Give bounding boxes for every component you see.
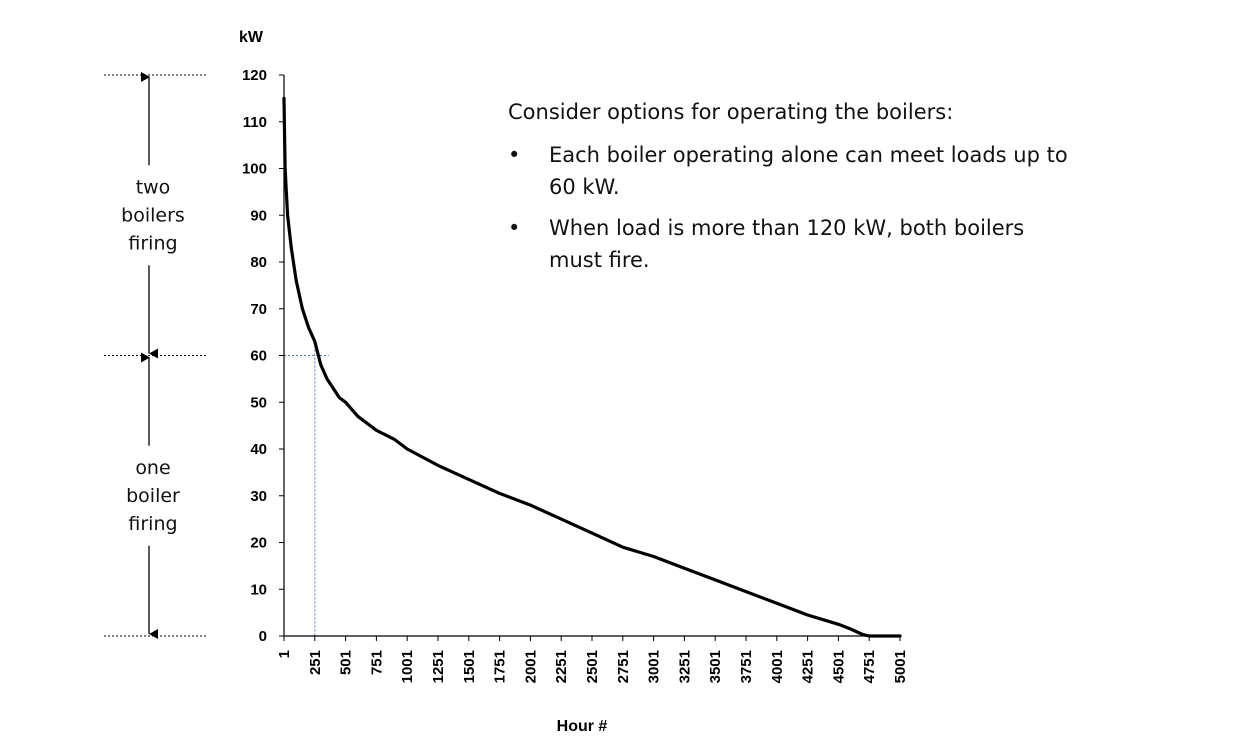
- y-tick-label: 50: [250, 394, 267, 411]
- y-tick-label: 100: [242, 161, 267, 178]
- region-label-line: firing: [128, 513, 177, 535]
- x-axis-title: Hour #: [557, 718, 608, 735]
- y-tick-label: 120: [242, 67, 267, 84]
- x-tick-label: 751: [368, 650, 385, 675]
- x-tick-label: 1501: [461, 650, 478, 683]
- x-tick-label: 4751: [861, 650, 878, 683]
- x-tick-label: 2001: [522, 650, 539, 683]
- x-tick-label: 3001: [646, 650, 663, 683]
- y-tick-label: 60: [250, 348, 267, 365]
- y-axis-title: kW: [239, 29, 264, 46]
- x-tick-label: 501: [338, 650, 355, 675]
- bullet-marker: •: [508, 215, 521, 240]
- x-tick-label: 4251: [800, 650, 817, 683]
- y-tick-label: 80: [250, 254, 267, 271]
- region-label-line: boiler: [126, 485, 180, 507]
- y-tick-label: 40: [250, 441, 267, 458]
- x-tick-label: 251: [307, 650, 324, 675]
- x-tick-label: 2501: [584, 650, 601, 683]
- x-tick-label: 1751: [492, 650, 509, 683]
- x-tick-label: 1001: [399, 650, 416, 683]
- x-tick-label: 2751: [615, 650, 632, 683]
- region-label-line: one: [135, 457, 170, 479]
- x-tick-label: 4501: [830, 650, 847, 683]
- x-tick-label: 2251: [553, 650, 570, 683]
- x-tick-label: 1: [276, 650, 293, 658]
- notes-bullet-item: • Each boiler operating alone can meet l…: [508, 139, 1068, 204]
- y-tick-label: 0: [259, 628, 267, 645]
- notes-list: • Each boiler operating alone can meet l…: [508, 139, 1068, 277]
- x-tick-label: 3501: [707, 650, 724, 683]
- y-tick-label: 90: [250, 207, 267, 224]
- y-tick-label: 20: [250, 535, 267, 552]
- y-tick-label: 110: [243, 114, 267, 131]
- bullet-marker: •: [508, 142, 521, 167]
- x-tick-label: 4001: [769, 650, 786, 683]
- x-tick-label: 3751: [738, 650, 755, 683]
- notes-heading: Consider options for operating the boile…: [508, 100, 954, 124]
- y-tick-label: 30: [250, 488, 267, 505]
- bullet-text: When load is more than 120 kW, both boil…: [549, 215, 1025, 273]
- boiler-region-annotations: two boilers firing one boiler firing: [104, 72, 208, 639]
- x-tick-label: 5001: [892, 650, 909, 683]
- reference-lines: [284, 341, 329, 636]
- bullet-text: Each boiler operating alone can meet loa…: [549, 142, 1068, 200]
- region-label-line: firing: [128, 232, 177, 254]
- load-duration-curve: [282, 96, 902, 638]
- x-tick-label: 1251: [430, 650, 447, 683]
- x-tick-label: 3251: [676, 650, 693, 683]
- notes-panel: Consider options for operating the boile…: [508, 96, 1068, 285]
- region-label-line: two: [136, 176, 171, 198]
- y-tick-label: 70: [250, 301, 267, 318]
- region-label-line: boilers: [121, 204, 185, 226]
- notes-bullet-item: • When load is more than 120 kW, both bo…: [508, 212, 1068, 277]
- series-layer: [282, 96, 902, 638]
- y-tick-label: 10: [250, 581, 267, 598]
